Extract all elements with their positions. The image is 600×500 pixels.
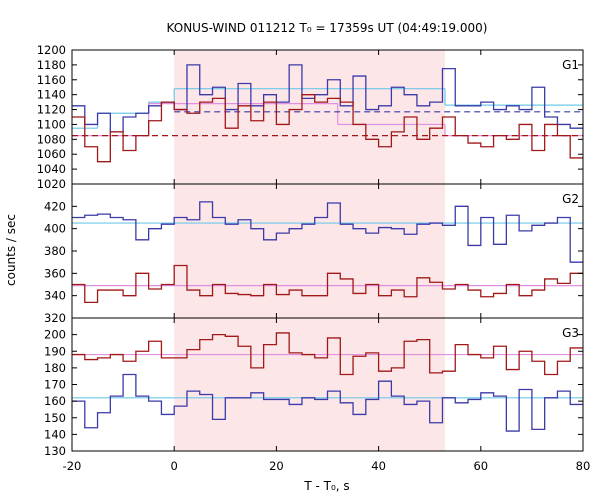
x-tick-label: 40 [371, 459, 386, 473]
series-blue-step [72, 201, 583, 263]
y-tick-label: 1160 [37, 73, 66, 87]
y-tick-label: 360 [44, 266, 66, 280]
y-tick-label: 130 [44, 444, 66, 458]
panel-series-group [72, 64, 583, 163]
y-tick-label: 340 [44, 289, 66, 303]
x-tick-label: 20 [269, 459, 284, 473]
y-tick-label: 140 [44, 427, 66, 441]
y-tick-label: 190 [44, 344, 66, 358]
y-tick-label: 1020 [37, 177, 66, 191]
y-tick-label: 1180 [37, 58, 66, 72]
y-tick-label: 320 [44, 311, 66, 325]
y-tick-label: 400 [44, 222, 66, 236]
y-tick-label: 1060 [37, 147, 66, 161]
panel-g3: 130 140 150 160 170 180 190 200 G3 [44, 317, 584, 458]
x-tick-label: 80 [576, 459, 591, 473]
y-tick-label: 1140 [37, 88, 66, 102]
panel-label: G1 [562, 58, 579, 72]
x-tick-label: 0 [171, 459, 178, 473]
x-tick-label: -20 [63, 459, 82, 473]
x-axis-label: T - T₀, s [303, 479, 349, 493]
y-tick-label: 160 [44, 394, 66, 408]
y-tick-label: 1100 [37, 117, 66, 131]
series-red-step [72, 264, 583, 304]
series-red-step [72, 332, 583, 376]
y-tick-label: 200 [44, 328, 66, 342]
y-axis-label: counts / sec [4, 214, 18, 286]
series-red-step [72, 94, 583, 163]
panel-label: G2 [562, 192, 579, 206]
y-tick-label: 1200 [37, 43, 66, 57]
y-tick-label: 1080 [37, 132, 66, 146]
highlight-interval [174, 50, 446, 451]
y-tick-label: 380 [44, 244, 66, 258]
panel-series-group [72, 332, 583, 432]
panel-g2: 320 340 360 380 400 420 G2 [44, 183, 584, 325]
y-tick-label: 150 [44, 411, 66, 425]
x-tick-label: 60 [473, 459, 488, 473]
panel-series-group [72, 201, 583, 304]
plot-area: 1020104010601080110011201140116011801200… [37, 43, 591, 473]
y-tick-label: 1040 [37, 162, 66, 176]
y-tick-label: 170 [44, 378, 66, 392]
series-blue-step [72, 373, 583, 432]
y-tick-label: 420 [44, 199, 66, 213]
panel-g1: 1020104010601080110011201140116011801200… [37, 43, 584, 191]
panel-label: G3 [562, 326, 579, 340]
y-tick-label: 180 [44, 361, 66, 375]
y-tick-label: 1120 [37, 103, 66, 117]
chart-title: KONUS-WIND 011212 T₀ = 17359s UT (04:49:… [167, 21, 488, 35]
